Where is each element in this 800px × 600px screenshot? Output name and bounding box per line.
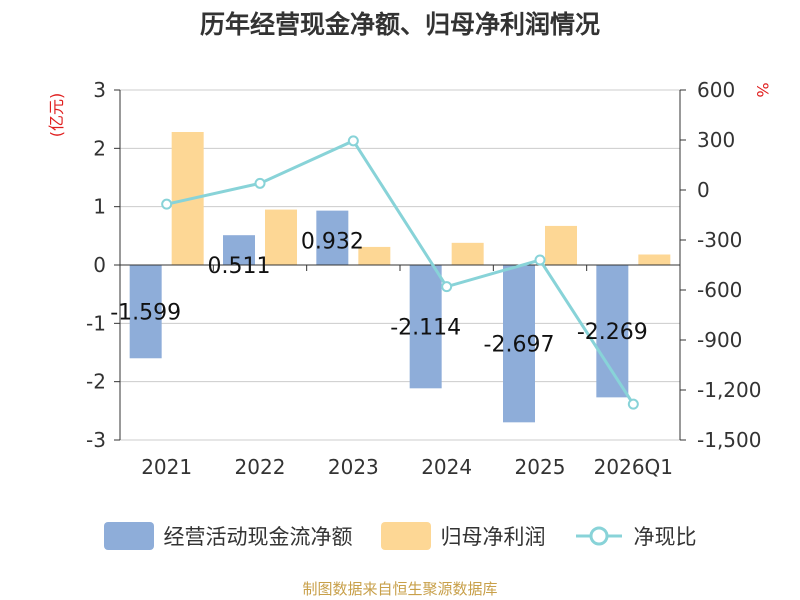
bar-operating-cash-flow: [316, 210, 349, 265]
x-tick-label: 2021: [141, 455, 192, 479]
right-tick-label: 0: [697, 178, 710, 202]
left-tick-label: 0: [93, 253, 106, 277]
legend: 经营活动现金流净额 归母净利润 净现比: [0, 516, 800, 556]
legend-item-net-profit[interactable]: 归母净利润: [380, 521, 546, 551]
x-tick-label: 2025: [515, 455, 566, 479]
right-tick-label: -1,500: [697, 428, 761, 452]
data-label-operating-cash-flow: -2.269: [577, 320, 648, 345]
data-label-operating-cash-flow: -1.599: [110, 301, 181, 326]
right-tick-label: -900: [697, 328, 742, 352]
right-tick-label: -300: [697, 228, 742, 252]
x-tick-label: 2022: [235, 455, 286, 479]
legend-label-cash-ratio: 净现比: [633, 525, 697, 549]
right-axis-unit: %: [753, 82, 772, 97]
data-label-operating-cash-flow: 0.511: [208, 254, 271, 279]
bar-operating-cash-flow: [503, 265, 535, 423]
point-cash-ratio: [441, 281, 453, 293]
point-cash-ratio: [254, 177, 266, 189]
point-cash-ratio: [534, 254, 546, 266]
legend-swatch-blue: [103, 522, 154, 550]
data-label-operating-cash-flow: 0.932: [301, 230, 364, 255]
legend-label-operating-cash-flow: 经营活动现金流净额: [163, 525, 353, 549]
right-tick-label: 300: [697, 128, 735, 152]
legend-item-operating-cash-flow[interactable]: 经营活动现金流净额: [103, 521, 353, 551]
data-label-operating-cash-flow: -2.114: [390, 316, 461, 341]
left-tick-label: -1: [86, 311, 106, 335]
right-tick-label: 600: [697, 78, 735, 102]
data-label-operating-cash-flow: -2.697: [484, 333, 555, 358]
left-tick-label: -2: [86, 370, 106, 394]
left-tick-label: 1: [93, 195, 106, 219]
source-note: 制图数据来自恒生聚源数据库: [302, 580, 498, 598]
bar-operating-cash-flow: [129, 265, 162, 359]
bar-net-profit: [451, 242, 484, 265]
bar-operating-cash-flow: [223, 235, 255, 265]
left-tick-label: 3: [93, 78, 106, 102]
legend-swatch-orange: [380, 522, 431, 550]
bar-operating-cash-flow: [596, 265, 629, 398]
right-tick-label: -600: [697, 278, 742, 302]
bar-net-profit: [358, 246, 391, 265]
x-tick-label: 2026Q1: [594, 455, 673, 479]
point-cash-ratio: [347, 135, 359, 147]
bar-operating-cash-flow: [409, 265, 442, 389]
left-axis-unit: (亿元): [47, 93, 66, 138]
right-tick-label: -1,200: [697, 378, 761, 402]
point-cash-ratio: [161, 198, 173, 210]
x-tick-label: 2024: [421, 455, 472, 479]
left-tick-label: 2: [93, 136, 106, 160]
legend-line-icon: [575, 526, 622, 546]
legend-label-net-profit: 归母净利润: [440, 525, 546, 549]
line-cash-ratio: [166, 138, 635, 405]
legend-item-cash-ratio[interactable]: 净现比: [574, 521, 697, 551]
left-tick-label: -3: [86, 428, 106, 452]
bar-net-profit: [265, 209, 297, 265]
point-cash-ratio: [627, 398, 639, 410]
bar-net-profit: [545, 225, 577, 265]
x-tick-label: 2023: [328, 455, 379, 479]
chart-title: 历年经营现金净额、归母净利润情况: [200, 10, 600, 39]
bar-net-profit: [638, 254, 671, 265]
